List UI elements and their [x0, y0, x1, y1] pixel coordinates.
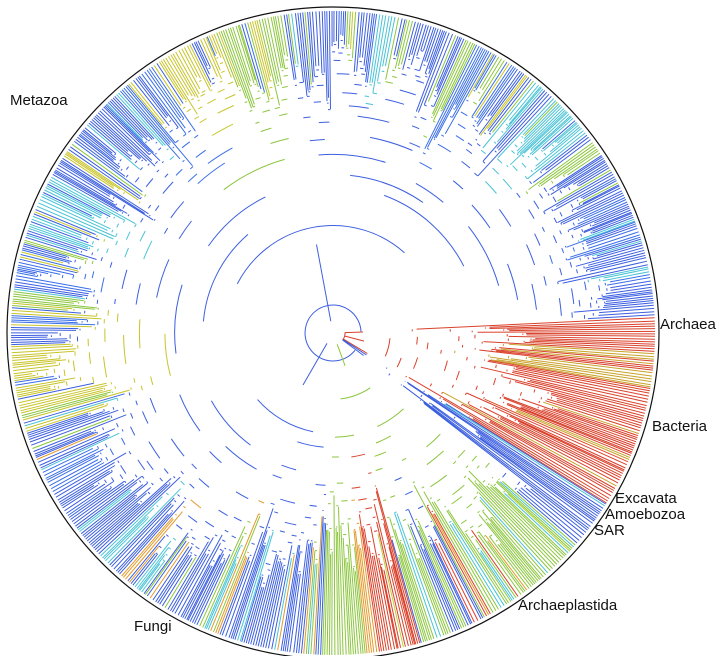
tree-branches [10, 10, 655, 655]
tree-branches [12, 11, 619, 656]
label-archaeplastida: Archaeplastida [518, 597, 618, 614]
tree-branches [36, 433, 528, 655]
label-fungi: Fungi [134, 618, 172, 635]
label-amoebozoa: Amoebozoa [605, 506, 686, 523]
tree-branches [483, 396, 629, 463]
label-excavata: Excavata [615, 490, 677, 507]
label-archaea: Archaea [660, 316, 716, 333]
tree-branches [377, 493, 571, 648]
label-sar: SAR [594, 522, 625, 539]
tree-branches [13, 13, 650, 655]
label-metazoa: Metazoa [10, 92, 68, 109]
tree-branches [11, 11, 651, 655]
label-bacteria: Bacteria [652, 418, 708, 435]
outer-clade-ring [6, 6, 660, 656]
tree-branches [11, 11, 528, 432]
